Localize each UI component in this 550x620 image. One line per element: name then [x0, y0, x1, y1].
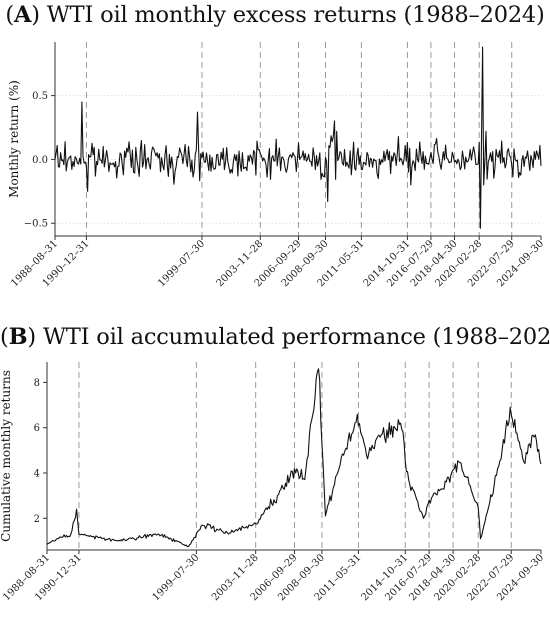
cumulative-ytick-label: 2 [34, 514, 40, 525]
panel-a-title-text: WTI oil monthly excess returns (1988–202… [46, 2, 545, 28]
cumulative-ytick-label: 8 [34, 378, 40, 389]
returns-ytick-label: 0.5 [32, 91, 48, 102]
returns-ylabel: Monthly return (%) [7, 80, 21, 198]
cumulative-ylabel: Cumulative monthly returns [0, 370, 13, 542]
panel-b-title-text: WTI oil accumulated performance (1988–20… [42, 324, 550, 350]
panel-a-title: (A) WTI oil monthly excess returns (1988… [5, 2, 545, 28]
returns-series-line [54, 46, 542, 229]
panel-b-title: (B) WTI oil accumulated performance (198… [0, 324, 550, 350]
cumulative-xtick-label: 1999–07–30 [151, 552, 202, 603]
cumulative-series-line [46, 368, 542, 548]
cumulative-ytick-label: 6 [34, 423, 40, 434]
cumulative-ytick-label: 4 [34, 468, 40, 479]
returns-ytick-label: 0.0 [32, 155, 48, 166]
panel-a-letter: A [13, 2, 32, 28]
returns-xtick-label: 1999–07–30 [156, 238, 207, 289]
panel-b-letter: B [8, 324, 28, 350]
returns-ytick-label: −0.5 [24, 219, 48, 230]
